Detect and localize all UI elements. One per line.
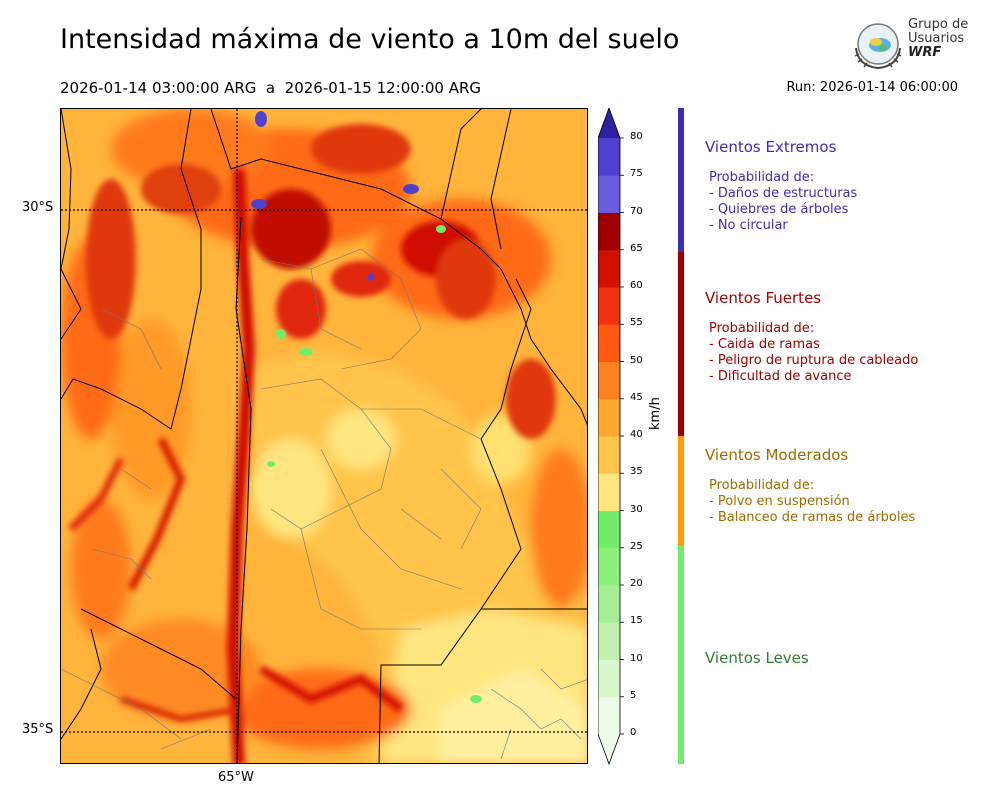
category-title: Vientos Moderados (705, 446, 849, 464)
colorbar-tick-label: 50 (630, 354, 643, 366)
legend-bar-fuertes (678, 252, 684, 436)
category-leves: Vientos Leves (705, 649, 809, 667)
colorbar-tick-label: 30 (630, 503, 643, 515)
wind-field-svg (61, 109, 587, 763)
lat-label-30s: 30°S (22, 200, 54, 215)
category-description: Probabilidad de: - Daños de estructuras … (705, 170, 857, 234)
colorbar-tick-label: 65 (630, 242, 643, 254)
category-desc-intro: Probabilidad de: (709, 170, 815, 185)
colorbar-tick-label: 10 (630, 652, 643, 664)
colorbar-tick-label: 5 (630, 689, 637, 701)
category-desc-item: - Quiebres de árboles (709, 202, 849, 217)
category-desc-item: - Dificultad de avance (709, 369, 852, 384)
colorbar-segment (598, 622, 620, 660)
category-extremos: Vientos Extremos Probabilidad de: - Daño… (705, 138, 857, 234)
wind-map (60, 108, 588, 764)
colorbar-segment (598, 696, 620, 735)
colorbar-segment (598, 473, 620, 511)
colorbar-segment (598, 324, 620, 362)
category-title: Vientos Extremos (705, 138, 837, 156)
colorbar-segment (598, 175, 620, 213)
legend-bar-extremos (678, 108, 684, 252)
colorbar-segment (598, 436, 620, 474)
colorbar-segment (598, 287, 620, 325)
legend-bar-leves (678, 546, 684, 764)
colorbar-segment (598, 398, 620, 437)
category-desc-intro: Probabilidad de: (709, 478, 815, 493)
colorbar-extend-high (598, 108, 620, 138)
category-description: Probabilidad de: - Polvo en suspensión -… (705, 478, 915, 526)
colorbar-tick-label: 40 (630, 429, 643, 440)
category-desc-intro: Probabilidad de: (709, 321, 815, 336)
category-description: Probabilidad de: - Caida de ramas - Peli… (705, 321, 918, 385)
colorbar-tick-label: 20 (630, 578, 643, 589)
lon-label-65w: 65°W (218, 770, 254, 785)
grupo-wrf-logo: Grupo de Usuarios WRF (850, 18, 970, 74)
category-desc-item: - Polvo en suspensión (709, 494, 850, 509)
logo-line-3: WRF (908, 45, 942, 60)
logo-line-1: Grupo de (908, 17, 969, 32)
category-desc-item: - Balanceo de ramas de árboles (709, 510, 916, 525)
colorbar-segment (598, 547, 620, 586)
category-title: Vientos Fuertes (705, 289, 822, 307)
colorbar-tick-label: 35 (630, 466, 643, 478)
colorbar-tick-label: 55 (630, 317, 643, 329)
colorbar-tick-label: 75 (630, 168, 643, 180)
globe-logo-icon (854, 23, 902, 70)
forecast-period: 2026-01-14 03:00:00 ARG a 2026-01-15 12:… (60, 79, 482, 97)
colorbar-segment (598, 361, 620, 400)
colorbar-segment (598, 212, 620, 251)
colorbar-segment (598, 138, 620, 176)
logo-line-2: Usuarios (908, 31, 965, 46)
colorbar-tick-label: 45 (630, 391, 643, 403)
page-title: Intensidad máxima de viento a 10m del su… (60, 24, 680, 55)
colorbar (598, 108, 624, 766)
colorbar-tick-label: 60 (630, 280, 643, 291)
category-desc-item: - Peligro de ruptura de cableado (709, 353, 919, 368)
category-desc-item: - Daños de estructuras (709, 186, 858, 201)
colorbar-unit: km/h (648, 397, 663, 430)
colorbar-tick-label: 25 (630, 540, 643, 552)
colorbar-tick-label: 80 (630, 131, 643, 142)
category-desc-item: - No circular (709, 218, 788, 233)
category-desc-item: - Caida de ramas (709, 337, 820, 352)
colorbar-tick-label: 70 (630, 205, 643, 217)
colorbar-segment (598, 585, 620, 623)
colorbar-segment (598, 249, 620, 288)
category-fuertes: Vientos Fuertes Probabilidad de: - Caida… (705, 289, 918, 385)
colorbar-segment (598, 659, 620, 698)
colorbar-extend-low (598, 734, 620, 764)
colorbar-tick-label: 15 (630, 615, 643, 627)
lat-label-35s: 35°S (22, 722, 54, 737)
category-moderados: Vientos Moderados Probabilidad de: - Pol… (705, 446, 915, 526)
legend-bar-moderados (678, 436, 684, 546)
colorbar-segment (598, 510, 620, 549)
colorbar-tick-label: 0 (630, 727, 637, 738)
run-time: Run: 2026-01-14 06:00:00 (786, 80, 958, 95)
category-title: Vientos Leves (705, 649, 809, 667)
